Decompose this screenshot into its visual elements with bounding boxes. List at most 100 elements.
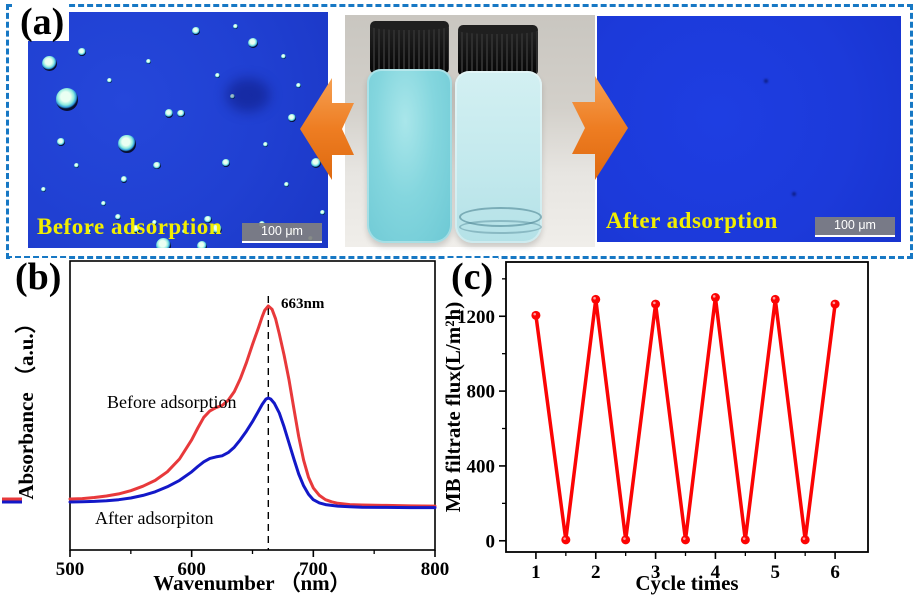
dust-speck — [764, 79, 769, 84]
marker-highlight — [623, 537, 626, 540]
x-tick-label: 500 — [56, 559, 85, 580]
data-point-marker — [800, 535, 810, 545]
marker-highlight — [832, 301, 836, 305]
emulsion-droplet — [280, 54, 286, 60]
panel-a-label: (a) — [15, 3, 70, 41]
emulsion-droplet — [197, 240, 207, 248]
emulsion-droplet — [319, 210, 325, 216]
emulsion-droplet — [151, 219, 157, 225]
emulsion-droplet — [132, 225, 140, 233]
emulsion-droplet — [295, 82, 301, 88]
marker-highlight — [653, 301, 656, 305]
panel-c-label: (c) — [446, 258, 499, 296]
emulsion-droplet — [204, 215, 212, 224]
data-point-marker — [740, 535, 750, 545]
data-point-marker — [710, 293, 720, 303]
emulsion-droplet — [40, 186, 46, 192]
emulsion-droplet — [118, 135, 136, 153]
spectrum-curve — [68, 304, 437, 508]
y-tick-label: 1200 — [457, 307, 495, 328]
c-y-axis-label: MB filtrate flux(L/m²h) — [441, 302, 465, 512]
dark-smudge — [226, 78, 270, 113]
x-tick-label: 5 — [771, 562, 781, 583]
emulsion-droplet — [85, 228, 91, 234]
right-arrow-icon — [572, 76, 628, 180]
x-tick-label: 700 — [299, 559, 328, 580]
emulsion-droplet — [155, 238, 171, 248]
emulsion-droplet — [212, 224, 222, 235]
marker-highlight — [712, 295, 716, 298]
marker-highlight — [802, 537, 806, 540]
emulsion-droplet — [145, 59, 151, 65]
data-point-marker — [830, 299, 840, 309]
dust-speck — [791, 192, 796, 197]
marker-highlight — [563, 537, 566, 540]
y-tick-label: 400 — [467, 456, 496, 477]
emulsion-droplet — [78, 48, 86, 56]
b-series-label-after: After adsorpiton — [95, 508, 213, 528]
emulsion-droplet — [41, 56, 57, 72]
vial-turbid-emulsion — [367, 21, 452, 243]
vial-body — [455, 71, 542, 243]
data-point-marker — [591, 294, 601, 304]
spectrum-curve — [68, 396, 437, 510]
emulsion-droplet — [283, 181, 289, 187]
emulsion-droplet — [100, 200, 106, 206]
emulsion-droplet — [262, 141, 268, 147]
left-arrow-icon — [300, 78, 354, 180]
marker-highlight — [772, 296, 776, 300]
flux-line — [534, 295, 837, 542]
b-peak-annotation: 663nm — [281, 296, 325, 312]
x-tick-label: 1 — [531, 562, 541, 583]
emulsion-droplet — [153, 161, 161, 170]
emulsion-droplet — [114, 214, 122, 221]
x-tick-label: 6 — [830, 562, 840, 583]
x-tick-label: 4 — [711, 562, 721, 583]
scale-bar-before: 100 μm — [242, 223, 322, 243]
emulsion-droplet — [229, 94, 235, 100]
data-point-marker — [770, 294, 780, 304]
axes-frame — [505, 261, 869, 553]
marker-highlight — [683, 537, 686, 540]
data-point-marker — [531, 310, 541, 320]
emulsion-droplet — [192, 27, 200, 35]
y-tick-label: 800 — [467, 382, 496, 403]
after-adsorption-caption: After adsorption — [606, 208, 778, 233]
emulsion-droplet — [55, 88, 79, 111]
marker-highlight — [533, 312, 537, 316]
y-tick-label: 0 — [486, 531, 496, 552]
emulsion-droplet — [214, 73, 220, 79]
absorbance-spectra-chart: 500 600 700 800 Wavenumber （nm） Absorbance … — [2, 260, 449, 595]
scale-bar-after: 100 μm — [815, 217, 895, 237]
micrograph-after-adsorption: After adsorption 100 μm — [597, 16, 901, 242]
emulsion-droplet — [232, 23, 238, 29]
emulsion-droplet — [73, 162, 79, 168]
vial-body — [367, 69, 452, 243]
emulsion-droplet — [222, 159, 230, 167]
data-point-marker — [651, 299, 661, 309]
emulsion-droplet — [288, 114, 296, 122]
marker-highlight — [742, 537, 746, 540]
liquid-meniscus — [459, 220, 542, 234]
emulsion-droplet — [164, 109, 174, 118]
emulsion-droplet — [57, 138, 65, 146]
before-adsorption-caption: Before adsorption — [37, 214, 223, 239]
x-tick-label: 3 — [651, 562, 661, 583]
data-point-marker — [561, 535, 571, 545]
chart-b-plot-area: 500 600 700 800 — [2, 260, 449, 580]
micrograph-before-adsorption: Before adsorption 100 μm — [28, 12, 328, 248]
panel-a-dashed-box: (a) Before adsorption 100 μm After ads — [6, 3, 913, 259]
x-tick-label: 600 — [177, 559, 206, 580]
emulsion-droplet — [177, 109, 185, 118]
b-series-label-before: Before adsorption — [107, 392, 236, 412]
emulsion-droplet — [120, 176, 128, 183]
vials-photograph — [345, 15, 595, 247]
data-point-marker — [621, 535, 631, 545]
emulsion-droplet — [248, 37, 258, 48]
vial-cap — [458, 25, 538, 75]
panel-b-label: (b) — [10, 258, 67, 296]
vial-clear-filtrate — [455, 25, 542, 243]
data-point-marker — [681, 535, 691, 545]
x-tick-label: 2 — [591, 562, 601, 583]
